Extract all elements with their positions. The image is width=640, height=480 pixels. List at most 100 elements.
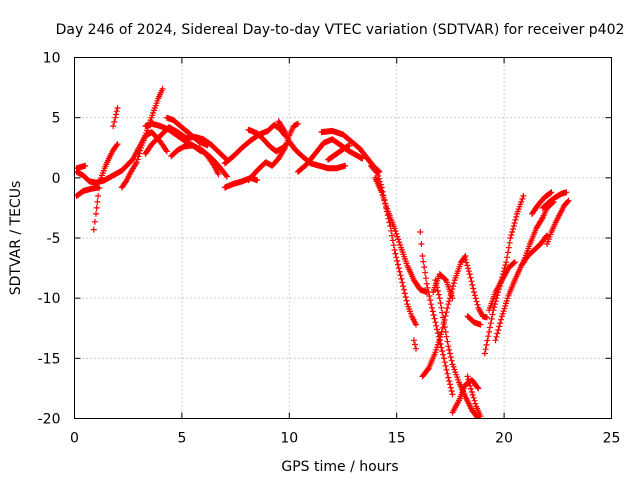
data-point: [379, 192, 386, 198]
data-point: [444, 338, 451, 345]
data-point: [483, 314, 490, 321]
data-point: [346, 142, 353, 149]
chart-title: Day 246 of 2024, Sidereal Day-to-day VTE…: [56, 22, 625, 38]
data-point: [434, 330, 441, 337]
data-point: [93, 204, 100, 211]
data-point: [471, 397, 478, 404]
data-point: [434, 287, 441, 294]
data-point: [473, 298, 480, 305]
data-point: [445, 374, 452, 381]
data-point: [474, 384, 481, 391]
data-point: [519, 195, 526, 202]
data-point: [294, 120, 301, 127]
data-point: [441, 359, 448, 366]
data-point: [502, 262, 509, 269]
data-point: [442, 328, 449, 335]
data-point: [466, 379, 473, 386]
data-point: [403, 297, 410, 304]
data-point: [135, 153, 142, 160]
y-tick-label: -15: [38, 351, 61, 367]
data-point: [511, 259, 517, 266]
data-point: [442, 363, 449, 369]
data-series: [74, 85, 572, 419]
y-tick-label: -10: [38, 291, 61, 307]
x-tick-label: 0: [70, 431, 79, 447]
data-point: [466, 271, 473, 278]
data-point: [393, 230, 400, 237]
data-point: [447, 354, 454, 361]
data-point: [394, 257, 401, 264]
data-point: [389, 232, 395, 239]
data-point: [485, 333, 492, 340]
data-point: [441, 324, 448, 330]
data-point: [444, 370, 451, 377]
data-point: [113, 108, 120, 115]
data-point: [503, 259, 510, 266]
data-point: [143, 130, 150, 137]
data-point: [496, 323, 503, 330]
data-point: [223, 172, 230, 179]
data-point: [393, 254, 400, 261]
data-point: [281, 127, 288, 134]
data-point: [94, 198, 101, 205]
data-point: [504, 254, 511, 261]
y-tick-label: -20: [38, 412, 61, 428]
data-point: [512, 216, 519, 223]
data-point: [440, 351, 447, 358]
data-point: [482, 346, 489, 353]
data-point: [495, 327, 502, 333]
data-point: [389, 237, 396, 244]
data-point: [413, 321, 419, 328]
data-point: [472, 295, 479, 302]
series-points: [74, 85, 572, 419]
x-axis-label: GPS time / hours: [281, 459, 398, 475]
data-point: [450, 280, 457, 287]
data-point: [399, 279, 406, 286]
data-point: [395, 265, 402, 272]
data-point: [441, 319, 447, 326]
data-point: [507, 235, 514, 241]
data-point: [427, 297, 434, 304]
data-point: [446, 298, 453, 305]
data-point: [450, 283, 457, 290]
data-point: [433, 322, 440, 329]
data-point: [510, 223, 517, 229]
data-point: [441, 355, 447, 362]
data-point: [392, 228, 399, 235]
data-point: [114, 105, 121, 111]
data-point: [498, 316, 504, 323]
data-point: [511, 259, 518, 266]
data-point: [510, 226, 516, 232]
data-point: [422, 269, 429, 276]
data-point: [564, 198, 571, 205]
data-point: [392, 250, 399, 257]
data-point: [474, 301, 481, 308]
data-point: [489, 311, 496, 318]
x-tick-label: 25: [603, 431, 621, 447]
data-point: [462, 256, 469, 263]
data-point: [133, 159, 140, 166]
data-point: [520, 192, 527, 199]
data-point: [463, 259, 470, 266]
data-point: [396, 268, 403, 275]
data-point: [470, 394, 477, 401]
data-point: [448, 388, 455, 395]
data-point: [477, 321, 484, 328]
data-point: [395, 261, 401, 268]
data-point: [439, 309, 446, 316]
data-point: [565, 197, 572, 204]
data-point: [470, 285, 477, 292]
data-point: [471, 289, 477, 296]
data-point: [410, 337, 417, 344]
data-point: [421, 264, 428, 271]
data-point: [397, 272, 404, 279]
data-point: [90, 226, 97, 233]
data-point: [113, 111, 119, 118]
data-point: [483, 341, 490, 348]
data-point: [505, 249, 511, 256]
data-point: [426, 293, 433, 299]
data-point: [374, 170, 381, 176]
data-point: [488, 315, 495, 322]
data-point: [401, 290, 408, 297]
data-point: [112, 114, 119, 121]
